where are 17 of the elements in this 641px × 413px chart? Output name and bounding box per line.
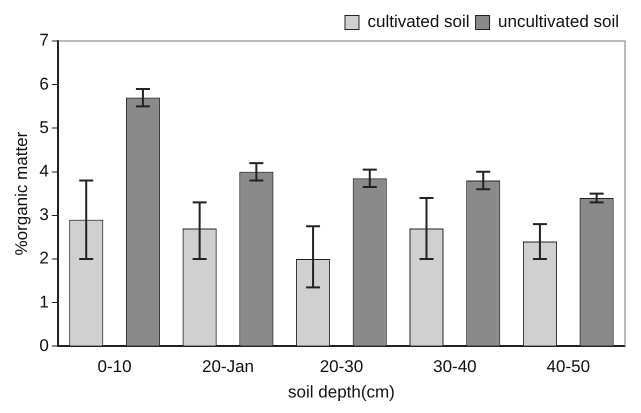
legend-label: uncultivated soil [498,12,620,32]
y-axis-title: %organic matter [12,131,31,256]
y-tick-label: 1 [39,292,49,312]
x-tick-label: 20-Jan [202,357,254,376]
y-tick-label: 4 [39,161,49,180]
x-tick-label: 0-10 [98,357,132,376]
y-tick-label: 7 [39,30,49,50]
x-tick-label: 40-50 [546,357,590,376]
x-axis-title: soil depth(cm) [288,382,395,402]
y-tick-label: 2 [39,248,49,268]
x-tick-label: 30-40 [433,357,477,376]
y-tick-label: 5 [39,118,49,137]
legend-label: cultivated soil [367,12,470,32]
x-tick-label: 20-30 [320,357,364,376]
y-tick-label: 0 [39,336,49,355]
y-tick-label: 6 [39,74,49,94]
y-tick-label: 3 [39,205,49,224]
